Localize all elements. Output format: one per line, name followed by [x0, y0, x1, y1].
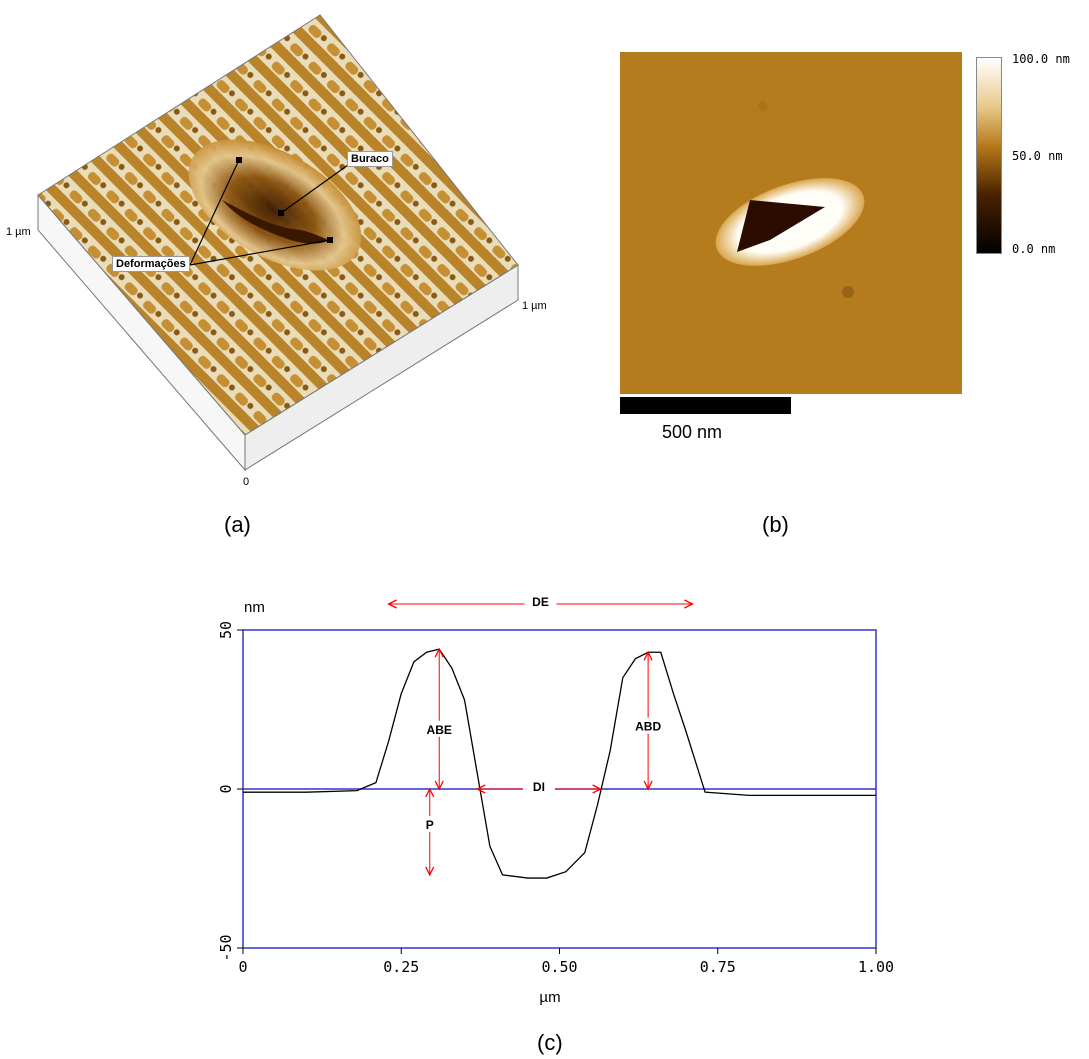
arrow-head — [425, 787, 435, 798]
abe-label: ABE — [427, 723, 452, 737]
abd-label: ABD — [635, 720, 661, 734]
annotation-deformations: Deformações — [112, 256, 190, 272]
x-tick-label: 0.25 — [383, 958, 419, 976]
arrow-head — [434, 647, 444, 658]
y-tick-label: -50 — [217, 934, 235, 961]
p-label-bg — [413, 816, 446, 833]
axis-label-left: 1 µm — [6, 226, 31, 238]
arrow-head — [592, 784, 603, 794]
arrow-head — [643, 780, 653, 791]
colorbar-min-label: 0.0 nm — [1012, 242, 1056, 256]
afm-topography-image — [620, 52, 962, 394]
colorbar-mid-label: 50.0 nm — [1012, 149, 1063, 163]
panel-b-label: (b) — [762, 512, 789, 537]
x-tick-label: 0.50 — [541, 958, 577, 976]
hole-marker — [278, 210, 284, 216]
x-axis-unit: µm — [539, 989, 560, 1006]
axis-label-right: 1 µm — [522, 300, 547, 312]
profile-line — [243, 648, 876, 879]
panel-c: nm 50 0 -50 0 0.25 0.50 0.75 1.00 DE ABE ABD DI P … — [180, 590, 900, 1059]
arrow-head — [387, 599, 397, 609]
di-label: DI — [533, 780, 545, 794]
panel-c-label: (c) — [537, 1030, 563, 1055]
colorbar-max-label: 100.0 nm — [1012, 52, 1070, 66]
arrow-head — [425, 866, 435, 877]
y-tick-label: 0 — [217, 784, 235, 793]
y-tick-label: 50 — [217, 621, 235, 639]
de-label-bg — [524, 593, 557, 609]
p-label: P — [426, 818, 434, 832]
scalebar-label: 500 nm — [662, 422, 723, 442]
x-tick-label: 0.75 — [700, 958, 736, 976]
abe-label-bg — [423, 720, 456, 737]
x-tick-label: 1.00 — [858, 958, 894, 976]
scalebar — [620, 397, 791, 414]
arrow-head — [643, 650, 653, 661]
y-axis-unit: nm — [244, 599, 265, 616]
x-tick-label: 0 — [238, 958, 247, 976]
panel-a-label: (a) — [224, 512, 251, 537]
panel-b: 100.0 nm 50.0 nm 0.0 nm 500 nm (b) — [600, 40, 1089, 550]
colorbar — [976, 57, 1002, 254]
arrow-head — [684, 599, 694, 609]
axis-label-origin: 0 — [243, 476, 250, 488]
abd-label-bg — [632, 717, 665, 734]
arrow-head — [475, 784, 486, 794]
di-label-bg — [522, 778, 555, 794]
annotation-hole: Buraco — [347, 151, 393, 167]
panel-a: Buraco Deformações 1 µm 1 µm 0 (a) — [0, 0, 560, 537]
deformation-marker-2 — [327, 237, 333, 243]
arrow-head — [434, 780, 444, 791]
deformation-marker-1 — [236, 157, 242, 163]
afm-3d-surface — [37, 14, 519, 472]
de-label: DE — [532, 595, 549, 609]
